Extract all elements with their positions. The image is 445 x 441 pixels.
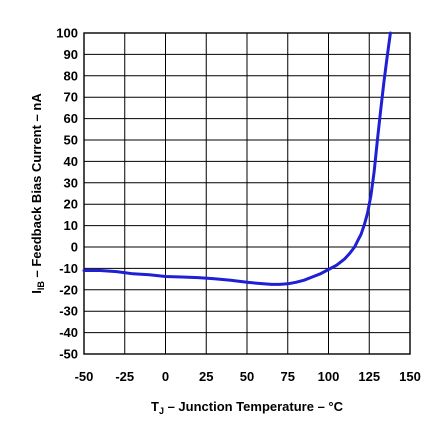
y-tick-label: 10: [64, 218, 78, 233]
y-tick-label: 60: [64, 111, 78, 126]
y-tick-label: -50: [59, 347, 78, 362]
y-axis-title-main: I: [29, 290, 44, 294]
y-tick-label: 90: [64, 47, 78, 62]
x-tick-label: -25: [115, 369, 134, 384]
grid-layer: [83, 32, 411, 355]
x-tick-label: 100: [318, 369, 340, 384]
x-tick-label: 50: [240, 369, 254, 384]
plot-frame: [83, 32, 411, 355]
bias-current-curve: [82, 31, 392, 286]
y-tick-label: 100: [56, 26, 78, 41]
y-axis-title-rest: – Feedback Bias Current – nA: [29, 93, 44, 281]
x-axis-title-rest: – Junction Temperature – °C: [164, 399, 344, 414]
tick-labels: -50 -25 0 25 50 75 100 125 150100908070605040302…: [56, 26, 421, 385]
y-axis-title-sub: IB: [36, 281, 46, 291]
y-tick-label: 40: [64, 154, 78, 169]
x-axis-title-main: T: [151, 399, 159, 414]
y-tick-label: -10: [59, 261, 78, 276]
x-tick-label: 150: [399, 369, 421, 384]
x-tick-label: -50: [75, 369, 94, 384]
x-axis-title-sub: J: [159, 406, 164, 416]
y-tick-label: -20: [59, 282, 78, 297]
y-tick-label: -40: [59, 325, 78, 340]
x-tick-label: 0: [162, 369, 169, 384]
y-tick-label: 50: [64, 133, 78, 148]
y-tick-label: 20: [64, 197, 78, 212]
y-tick-label: 0: [71, 240, 78, 255]
y-tick-label: 80: [64, 68, 78, 83]
x-tick-label: 75: [281, 369, 295, 384]
y-tick-label: 70: [64, 90, 78, 105]
x-tick-label: 125: [358, 369, 380, 384]
series-layer: [82, 31, 392, 286]
x-axis-title: TJ – Junction Temperature – °C: [151, 399, 344, 416]
x-tick-label: 25: [199, 369, 213, 384]
y-axis-title: IIB – Feedback Bias Current – nA: [29, 93, 46, 294]
y-tick-label: 30: [64, 175, 78, 190]
y-tick-label: -30: [59, 304, 78, 319]
